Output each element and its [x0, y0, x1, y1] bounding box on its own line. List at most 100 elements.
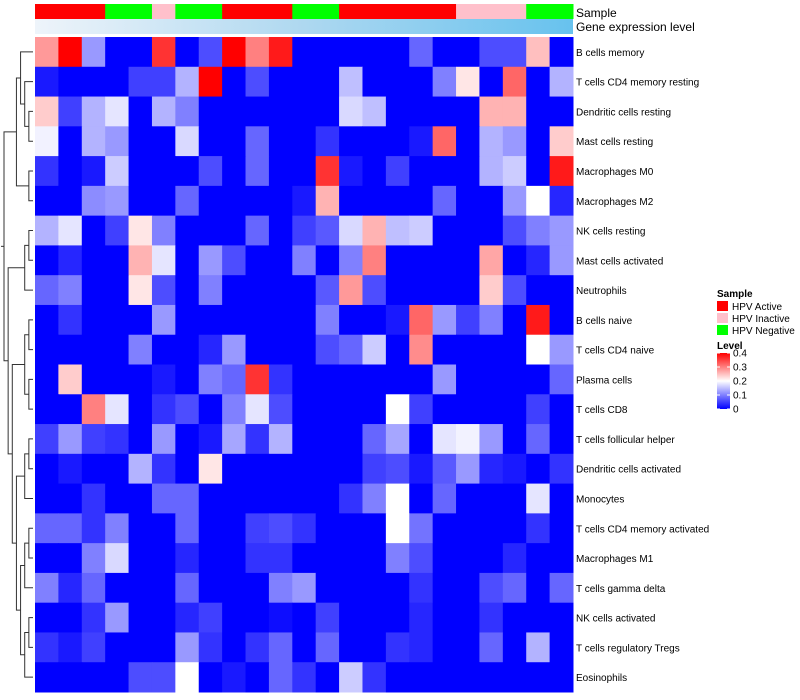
heatmap-cell: [198, 543, 223, 574]
heatmap-cell: [315, 66, 340, 98]
heatmap-cell: [456, 275, 480, 306]
heatmap-cell: [526, 483, 551, 514]
heatmap-cell: [128, 66, 153, 98]
heatmap-cell: [105, 66, 130, 98]
heatmap-cell: [175, 602, 200, 633]
heatmap-cell: [175, 483, 200, 514]
heatmap-cell: [502, 96, 527, 127]
heatmap-cell: [502, 602, 527, 633]
heatmap-cell: [432, 245, 457, 276]
heatmap-cell: [385, 96, 410, 127]
heatmap-cell: [456, 364, 480, 395]
heatmap-cell: [526, 632, 551, 663]
heatmap-cell: [432, 185, 457, 217]
heatmap-cell: [175, 37, 200, 68]
heatmap-cell: [81, 215, 106, 246]
heatmap-cell: [151, 662, 176, 693]
heatmap-cell: [526, 513, 551, 544]
heatmap-cells: [35, 37, 574, 693]
heatmap-cell: [175, 572, 200, 604]
heatmap-cell: [245, 185, 270, 217]
heatmap-cell: [268, 96, 293, 127]
heatmap-cell: [385, 304, 410, 336]
heatmap-cell: [385, 572, 410, 604]
heatmap-cell: [385, 513, 410, 544]
heatmap-cell: [315, 96, 340, 127]
row-label: Mast cells resting: [576, 137, 653, 148]
dendrogram-branch: [11, 364, 25, 544]
heatmap-cell: [549, 245, 574, 276]
heatmap-cell: [292, 602, 317, 633]
heatmap-cell: [222, 96, 247, 127]
legend-tick-label: 0.1: [733, 391, 747, 402]
heatmap-cell: [549, 453, 574, 485]
heatmap-cell: [292, 66, 317, 98]
heatmap-cell: [35, 156, 59, 187]
heatmap-cell: [315, 334, 340, 365]
heatmap-cell: [175, 96, 200, 127]
heatmap-cell: [58, 394, 83, 425]
heatmap-cell: [339, 453, 363, 485]
heatmap-cell: [35, 215, 59, 246]
heatmap-cell: [151, 66, 176, 98]
heatmap-cell: [456, 37, 480, 68]
legend-tick-label: 0.4: [733, 349, 747, 360]
heatmap-cell: [385, 126, 410, 157]
heatmap-cell: [128, 632, 153, 663]
heatmap-cell: [151, 543, 176, 574]
heatmap-cell: [222, 275, 247, 306]
heatmap-cell: [339, 334, 363, 365]
sample-annotation-cell: [222, 4, 247, 19]
heatmap-cell: [502, 483, 527, 514]
heatmap-cell: [385, 37, 410, 68]
heatmap-cell: [35, 185, 59, 217]
heatmap-cell: [175, 424, 200, 455]
heatmap-cell: [198, 513, 223, 544]
row-label: Plasma cells: [576, 375, 632, 386]
row-label: Macrophages M2: [576, 197, 654, 208]
heatmap-cell: [292, 572, 317, 604]
heatmap-cell: [362, 572, 387, 604]
heatmap-cell: [526, 37, 551, 68]
heatmap-cell: [526, 394, 551, 425]
heatmap-cell: [292, 126, 317, 157]
heatmap-cell: [198, 126, 223, 157]
legend-tick-label: 0.3: [733, 363, 747, 374]
heatmap-cell: [526, 453, 551, 485]
heatmap-cell: [549, 304, 574, 336]
heatmap-cell: [81, 37, 106, 68]
dendrogram-branch: [28, 438, 33, 470]
heatmap-cell: [81, 394, 106, 425]
heatmap-cell: [35, 632, 59, 663]
heatmap-cell: [292, 215, 317, 246]
heatmap-cell: [456, 304, 480, 336]
heatmap-cell: [268, 126, 293, 157]
heatmap-cell: [81, 602, 106, 633]
heatmap-cell: [222, 304, 247, 336]
dendrogram-branch: [28, 319, 33, 351]
sample-annotation-track: [35, 4, 574, 19]
dendrogram-branch: [15, 77, 29, 187]
heatmap-cell: [105, 96, 130, 127]
heatmap-cell: [151, 394, 176, 425]
sample-annotation-cell: [128, 4, 153, 19]
heatmap-cell: [502, 185, 527, 217]
legend-entry-label: HPV Inactive: [732, 314, 790, 325]
heatmap-cell: [409, 632, 434, 663]
heatmap-cell: [58, 453, 83, 485]
heatmap-cell: [35, 245, 59, 276]
heatmap-cell: [222, 602, 247, 633]
heatmap-cell: [35, 66, 59, 98]
heatmap-cell: [502, 156, 527, 187]
heatmap-cell: [151, 304, 176, 336]
heatmap-cell: [198, 185, 223, 217]
heatmap-cell: [502, 37, 527, 68]
legend-entry-label: HPV Negative: [732, 326, 795, 337]
dendrogram-branch: [7, 267, 25, 455]
heatmap-cell: [128, 96, 153, 127]
heatmap-cell: [81, 156, 106, 187]
heatmap-cell: [151, 632, 176, 663]
heatmap-cell: [339, 275, 363, 306]
heatmap-cell: [339, 513, 363, 544]
heatmap-cell: [245, 96, 270, 127]
